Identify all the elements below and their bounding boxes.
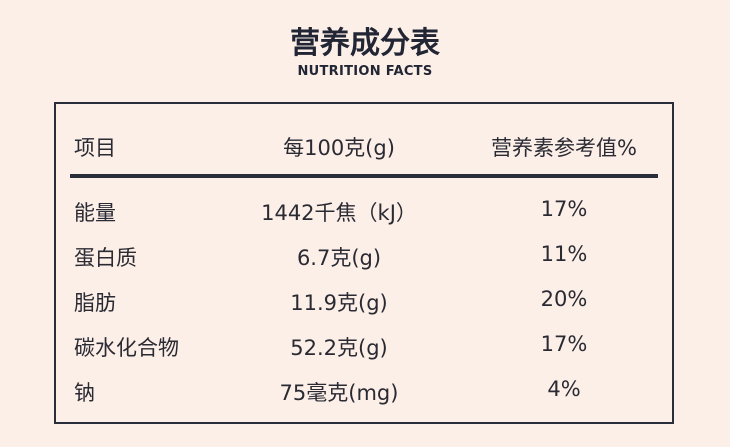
table-row: 能量 1442千焦（kJ） 17% — [74, 197, 658, 229]
table-cell: 20% — [540, 287, 588, 311]
table-cell: 1442千焦（kJ） — [261, 201, 417, 225]
table-cell: 17% — [540, 197, 588, 221]
table-row: 钠 75毫克(mg) 4% — [74, 377, 658, 409]
table-row: 蛋白质 6.7克(g) 11% — [74, 242, 658, 274]
table-cell: 钠 — [74, 381, 95, 405]
table-row: 碳水化合物 52.2克(g) 17% — [74, 332, 658, 364]
table-header: 项目 每100克(g) 营养素参考值% — [74, 132, 658, 164]
header-cell: 营养素参考值% — [491, 136, 637, 160]
header-cell: 每100克(g) — [283, 136, 395, 160]
table: 项目 每100克(g) 营养素参考值% 能量 1442千焦（kJ） 17% 蛋白质 6.… — [54, 102, 674, 424]
table-cell: 52.2克(g) — [290, 336, 388, 360]
table-cell: 11.9克(g) — [290, 291, 388, 315]
table-cell: 能量 — [74, 201, 116, 225]
header-rule — [70, 174, 658, 178]
table-cell: 碳水化合物 — [74, 336, 179, 360]
table-cell: 脂肪 — [74, 291, 116, 315]
title: 营养成分表 — [290, 26, 440, 61]
table-cell: 蛋白质 — [74, 246, 137, 270]
subtitle: NUTRITION FACTS — [297, 64, 433, 79]
header-cell: 项目 — [74, 136, 116, 160]
table-cell: 4% — [547, 377, 581, 401]
table-cell: 11% — [540, 242, 588, 266]
table-cell: 75毫克(mg) — [279, 381, 399, 405]
table-cell: 17% — [540, 332, 588, 356]
table-cell: 6.7克(g) — [296, 246, 382, 270]
table-row: 脂肪 11.9克(g) 20% — [74, 287, 658, 319]
